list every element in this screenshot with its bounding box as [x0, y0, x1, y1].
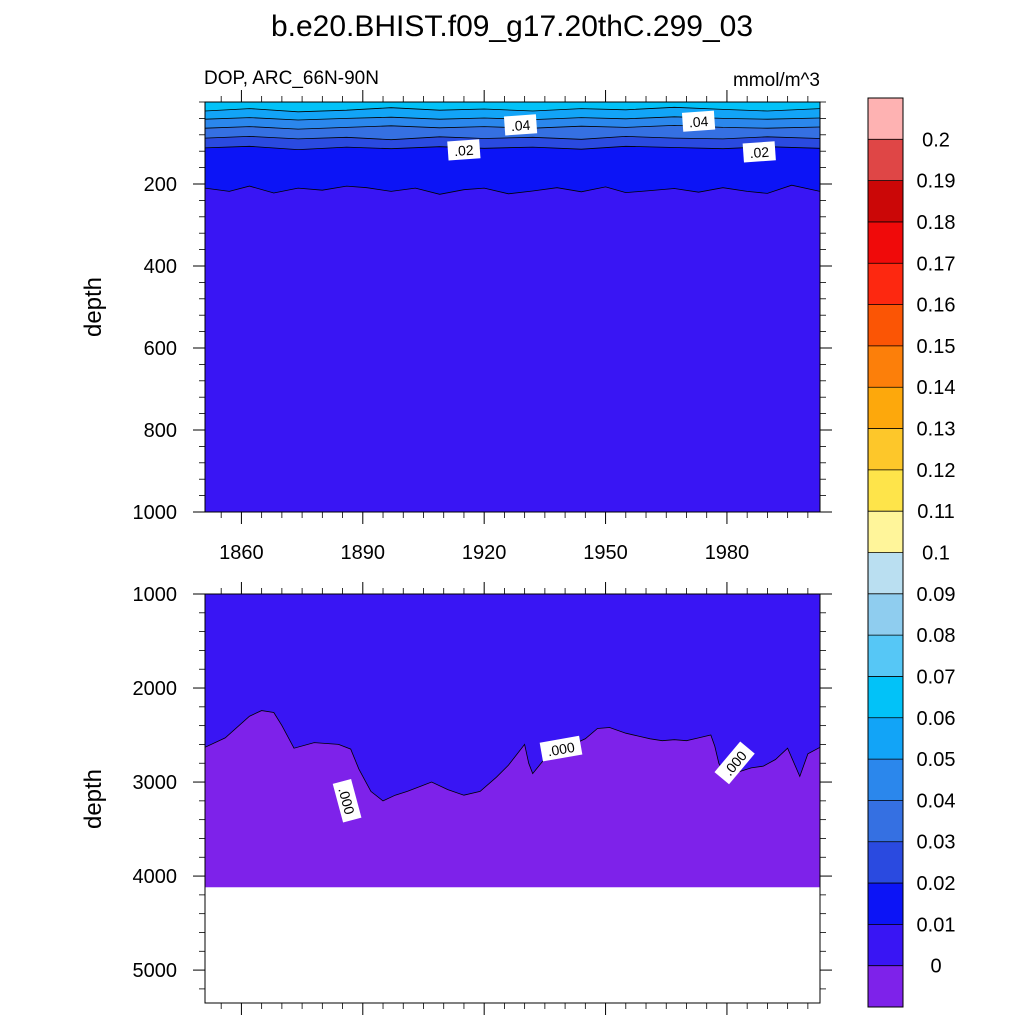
- colorbar-swatch: [868, 759, 903, 801]
- colorbar-swatch: [868, 676, 903, 719]
- y-tick-label: 400: [144, 256, 177, 278]
- contour-fills: [205, 102, 820, 512]
- colorbar-swatch: [868, 924, 903, 966]
- colorbar-label: 0: [930, 956, 941, 978]
- x-tick-label: 1860: [219, 542, 264, 564]
- colorbar-swatch: [868, 304, 903, 347]
- colorbar-label: 0.09: [917, 584, 956, 606]
- contour-label-box: [503, 114, 538, 136]
- colorbar-swatch: [868, 180, 903, 223]
- y-tick-label: 4000: [133, 866, 178, 888]
- colorbar-label: 0.15: [917, 336, 956, 358]
- colorbar-label: 0.1: [922, 543, 950, 565]
- contour-label-box: [742, 141, 776, 163]
- colorbar: 0 0.01 0.02 0.03 0.04 0.05 0.06 0.07 0.08 0.09 0.1…: [867, 97, 956, 1008]
- upper-contour-line-0.06: [205, 106, 820, 113]
- colorbar-label: 0.05: [917, 749, 956, 771]
- y-tick-label: 3000: [133, 772, 178, 794]
- y-tick-label: 2000: [133, 678, 178, 700]
- contour-label-box: [681, 110, 716, 132]
- colorbar-swatch: [868, 387, 903, 429]
- colorbar-swatch: [868, 883, 903, 925]
- y-tick-label: 5000: [133, 960, 178, 982]
- x-tick-label: 1890: [341, 542, 386, 564]
- colorbar-label: 0.14: [917, 377, 956, 399]
- colorbar-label: 0.06: [917, 708, 956, 730]
- contour-label-box: [539, 735, 583, 762]
- contour-label: .04: [503, 114, 538, 136]
- colorbar-swatch: [868, 800, 903, 843]
- colorbar-frame: [867, 97, 904, 1008]
- contour-label-text: .04: [688, 113, 709, 130]
- lower-panel-frame: [204, 593, 821, 1004]
- colorbar-swatch: [868, 428, 903, 471]
- colorbar-label: 0.11: [917, 501, 954, 523]
- colorbar-label: 0.16: [917, 295, 956, 317]
- upper-panel: .04 .04 .02 .02 200 400 600 800 1000 1860 1890 1920…: [133, 90, 832, 564]
- y-tick-label: 1000: [133, 502, 178, 524]
- colorbar-label: 0.08: [917, 625, 956, 647]
- contour-label-box: [332, 778, 362, 823]
- colorbar-label: 0.01: [917, 914, 956, 936]
- colorbar-label: 0.02: [917, 873, 956, 895]
- contour-fills: [205, 594, 820, 888]
- colorbar-swatch: [868, 635, 903, 677]
- colorbar-swatch: [868, 965, 903, 1008]
- colorbar-swatch: [868, 593, 903, 636]
- upper-contour-line-0.02: [205, 145, 820, 151]
- colorbar-swatch: [868, 841, 903, 884]
- contour-label: .000: [332, 778, 362, 823]
- colorbar-swatch: [868, 469, 903, 512]
- right-subtitle: mmol/m^3: [733, 70, 820, 91]
- contour-label-box: [447, 139, 481, 161]
- left-subtitle: DOP, ARC_66N-90N: [204, 68, 379, 89]
- colorbar-swatch: [868, 263, 903, 305]
- upper-panel-frame: [204, 101, 821, 513]
- contour-label-text: .04: [510, 117, 531, 134]
- colorbar-swatch: [868, 552, 903, 595]
- colorbar-swatch: [868, 221, 903, 264]
- colorbar-label: 0.12: [917, 460, 956, 482]
- contour-label-text: .02: [454, 142, 475, 159]
- colorbar-label: 0.13: [917, 419, 956, 441]
- colorbar-label: 0.03: [917, 832, 956, 854]
- x-tick-label: 1920: [462, 542, 507, 564]
- y-tick-label: 1000: [133, 584, 178, 606]
- colorbar-label: 0.2: [922, 129, 950, 151]
- upper-contour-line-0.01: [205, 184, 820, 195]
- colorbar-swatch: [868, 139, 903, 181]
- colorbar-label: 0.04: [917, 790, 956, 812]
- contour-label: .02: [447, 139, 481, 161]
- contour-label-text: .000: [335, 786, 358, 817]
- y-tick-label: 200: [144, 174, 177, 196]
- contour-label-text: .02: [749, 144, 770, 161]
- contour-label-box: [714, 741, 755, 785]
- contour-label: .000: [539, 735, 583, 762]
- lower-ylabel: depth: [80, 769, 107, 829]
- colorbar-label: 0.07: [917, 667, 956, 689]
- chart-title: b.e20.BHIST.f09_g17.20thC.299_03: [271, 10, 753, 43]
- contour-label: .02: [742, 141, 776, 163]
- colorbar-swatch: [868, 345, 903, 388]
- contour-label-text: .000: [546, 739, 576, 760]
- colorbar-swatch: [868, 717, 903, 760]
- upper-contour-line-0.03: [205, 135, 820, 141]
- x-tick-label: 1950: [583, 542, 628, 564]
- y-tick-label: 600: [144, 338, 177, 360]
- colorbar-swatch: [868, 98, 903, 140]
- colorbar-label: 0.19: [917, 171, 956, 193]
- contour-label: .04: [681, 110, 716, 132]
- colorbar-label: 0.17: [917, 253, 956, 275]
- colorbar-swatch: [868, 511, 903, 553]
- colorbar-label: 0.18: [917, 212, 956, 234]
- y-tick-label: 800: [144, 420, 177, 442]
- lower-band-0: [205, 594, 820, 801]
- x-tick-label: 1980: [705, 542, 750, 564]
- upper-ylabel: depth: [80, 277, 107, 337]
